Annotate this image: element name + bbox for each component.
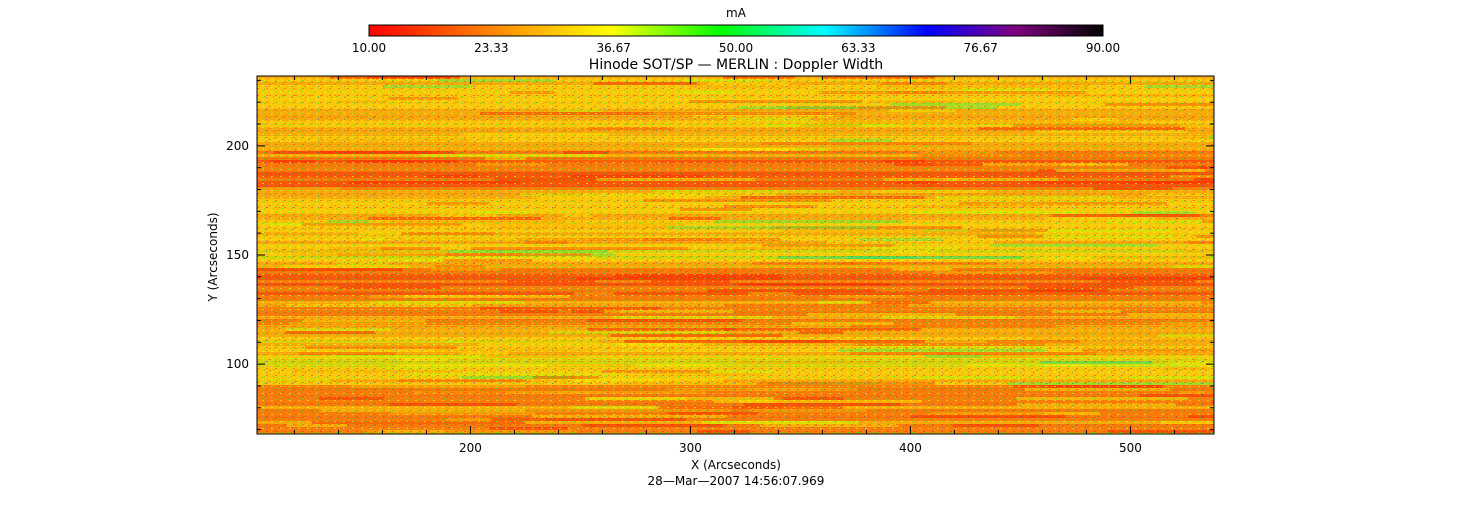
heatmap-segment: [1205, 169, 1214, 172]
x-tick-label: 300: [679, 441, 702, 455]
heatmap-segment: [1209, 136, 1214, 139]
x-tick-label: 200: [459, 441, 482, 455]
x-tick-label: 500: [1119, 441, 1142, 455]
chart-title: Hinode SOT/SP — MERLIN : Doppler Width: [589, 57, 883, 73]
heatmap-segment: [1211, 406, 1214, 409]
observation-timestamp: 28—Mar—2007 14:56:07.969: [648, 474, 825, 488]
heatmap-segment: [1209, 367, 1214, 370]
colorbar-tick-label: 90.00: [1086, 41, 1120, 55]
colorbar-tick-label: 36.67: [596, 41, 630, 55]
colorbar-gradient: [368, 24, 1104, 37]
heatmap-texture-fine: [257, 76, 1214, 434]
y-axis-label: Y (Arcseconds): [206, 212, 220, 302]
heatmap-segment: [1199, 166, 1214, 169]
y-tick-label: 200: [226, 139, 249, 153]
y-axis: 100 150 200: [226, 79, 1214, 431]
heatmap-area: [257, 76, 1214, 434]
colorbar-tick-label: 10.00: [352, 41, 386, 55]
x-axis: 200 300 400 500: [293, 76, 1175, 455]
colorbar: mA 10.00 23.33 36.67 50.00 63.33 76.67 90.00: [352, 6, 1120, 55]
heatmap-segment: [1206, 391, 1214, 394]
y-tick-label: 150: [226, 248, 249, 262]
colorbar-tick-label: 23.33: [474, 41, 508, 55]
x-tick-label: 400: [899, 441, 922, 455]
colorbar-unit-label: mA: [726, 6, 747, 20]
colorbar-tick-label: 63.33: [841, 41, 875, 55]
heatmap-segment: [1211, 400, 1214, 403]
colorbar-ticks: 10.00 23.33 36.67 50.00 63.33 76.67 90.00: [352, 41, 1120, 55]
x-axis-label: X (Arcseconds): [691, 458, 781, 472]
colorbar-tick-label: 76.67: [963, 41, 997, 55]
y-tick-label: 100: [226, 357, 249, 371]
heatmap-segment: [1200, 301, 1214, 304]
colorbar-tick-label: 50.00: [719, 41, 753, 55]
